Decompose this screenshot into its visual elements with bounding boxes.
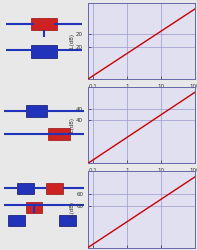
Bar (17, 183, 34, 194)
Y-axis label: IL(dB): IL(dB) (70, 117, 75, 133)
X-axis label: Frequency: Frequency (125, 174, 158, 180)
X-axis label: Frequency: Frequency (125, 90, 158, 95)
Y-axis label: IL(dB): IL(dB) (70, 201, 75, 217)
Bar (46, 183, 62, 194)
Bar (48, 128, 70, 140)
Bar (26, 105, 47, 117)
Bar (26, 202, 42, 213)
Bar (8, 215, 25, 226)
Bar (31, 18, 57, 30)
Bar (31, 45, 57, 58)
Bar (59, 215, 76, 226)
Y-axis label: IL(dB): IL(dB) (70, 33, 75, 49)
